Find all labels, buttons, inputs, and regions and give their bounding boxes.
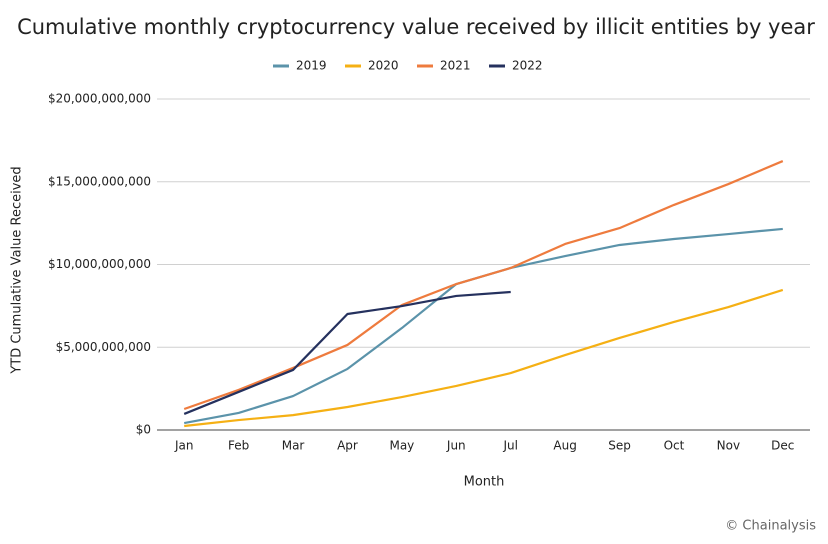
x-tick-label: Feb <box>228 439 249 453</box>
series-line <box>184 227 783 425</box>
y-tick-label: $15,000,000,000 <box>48 174 151 188</box>
series-line <box>184 288 784 428</box>
legend-label: 2020 <box>368 59 399 73</box>
y-tick-label: $20,000,000,000 <box>48 92 151 106</box>
chart-title: Cumulative monthly cryptocurrency value … <box>17 15 815 39</box>
source: © Chainalysis <box>725 519 816 534</box>
x-tick-label: Nov <box>717 439 740 453</box>
legend-label: 2022 <box>512 59 543 73</box>
x-tick-label: Apr <box>337 439 358 453</box>
series-line <box>183 290 511 415</box>
x-tick-label: Mar <box>282 439 305 453</box>
series-line <box>183 160 784 411</box>
x-tick-label: Oct <box>664 439 685 453</box>
x-tick-label: Sep <box>608 439 631 453</box>
y-tick-label: $0 <box>136 423 151 437</box>
legend-label: 2021 <box>440 59 471 73</box>
legend-label: 2019 <box>296 59 327 73</box>
y-tick-label: $10,000,000,000 <box>48 257 151 271</box>
x-tick-label: Jul <box>502 439 517 453</box>
x-tick-label: Jun <box>446 439 466 453</box>
x-tick-label: Aug <box>553 439 576 453</box>
y-tick-label: $5,000,000,000 <box>56 340 151 354</box>
x-tick-label: Dec <box>771 439 794 453</box>
x-tick-label: Jan <box>174 439 194 453</box>
x-tick-label: May <box>389 439 414 453</box>
x-axis-label: Month <box>464 475 505 490</box>
y-axis-label: YTD Cumulative Value Received <box>10 166 25 374</box>
